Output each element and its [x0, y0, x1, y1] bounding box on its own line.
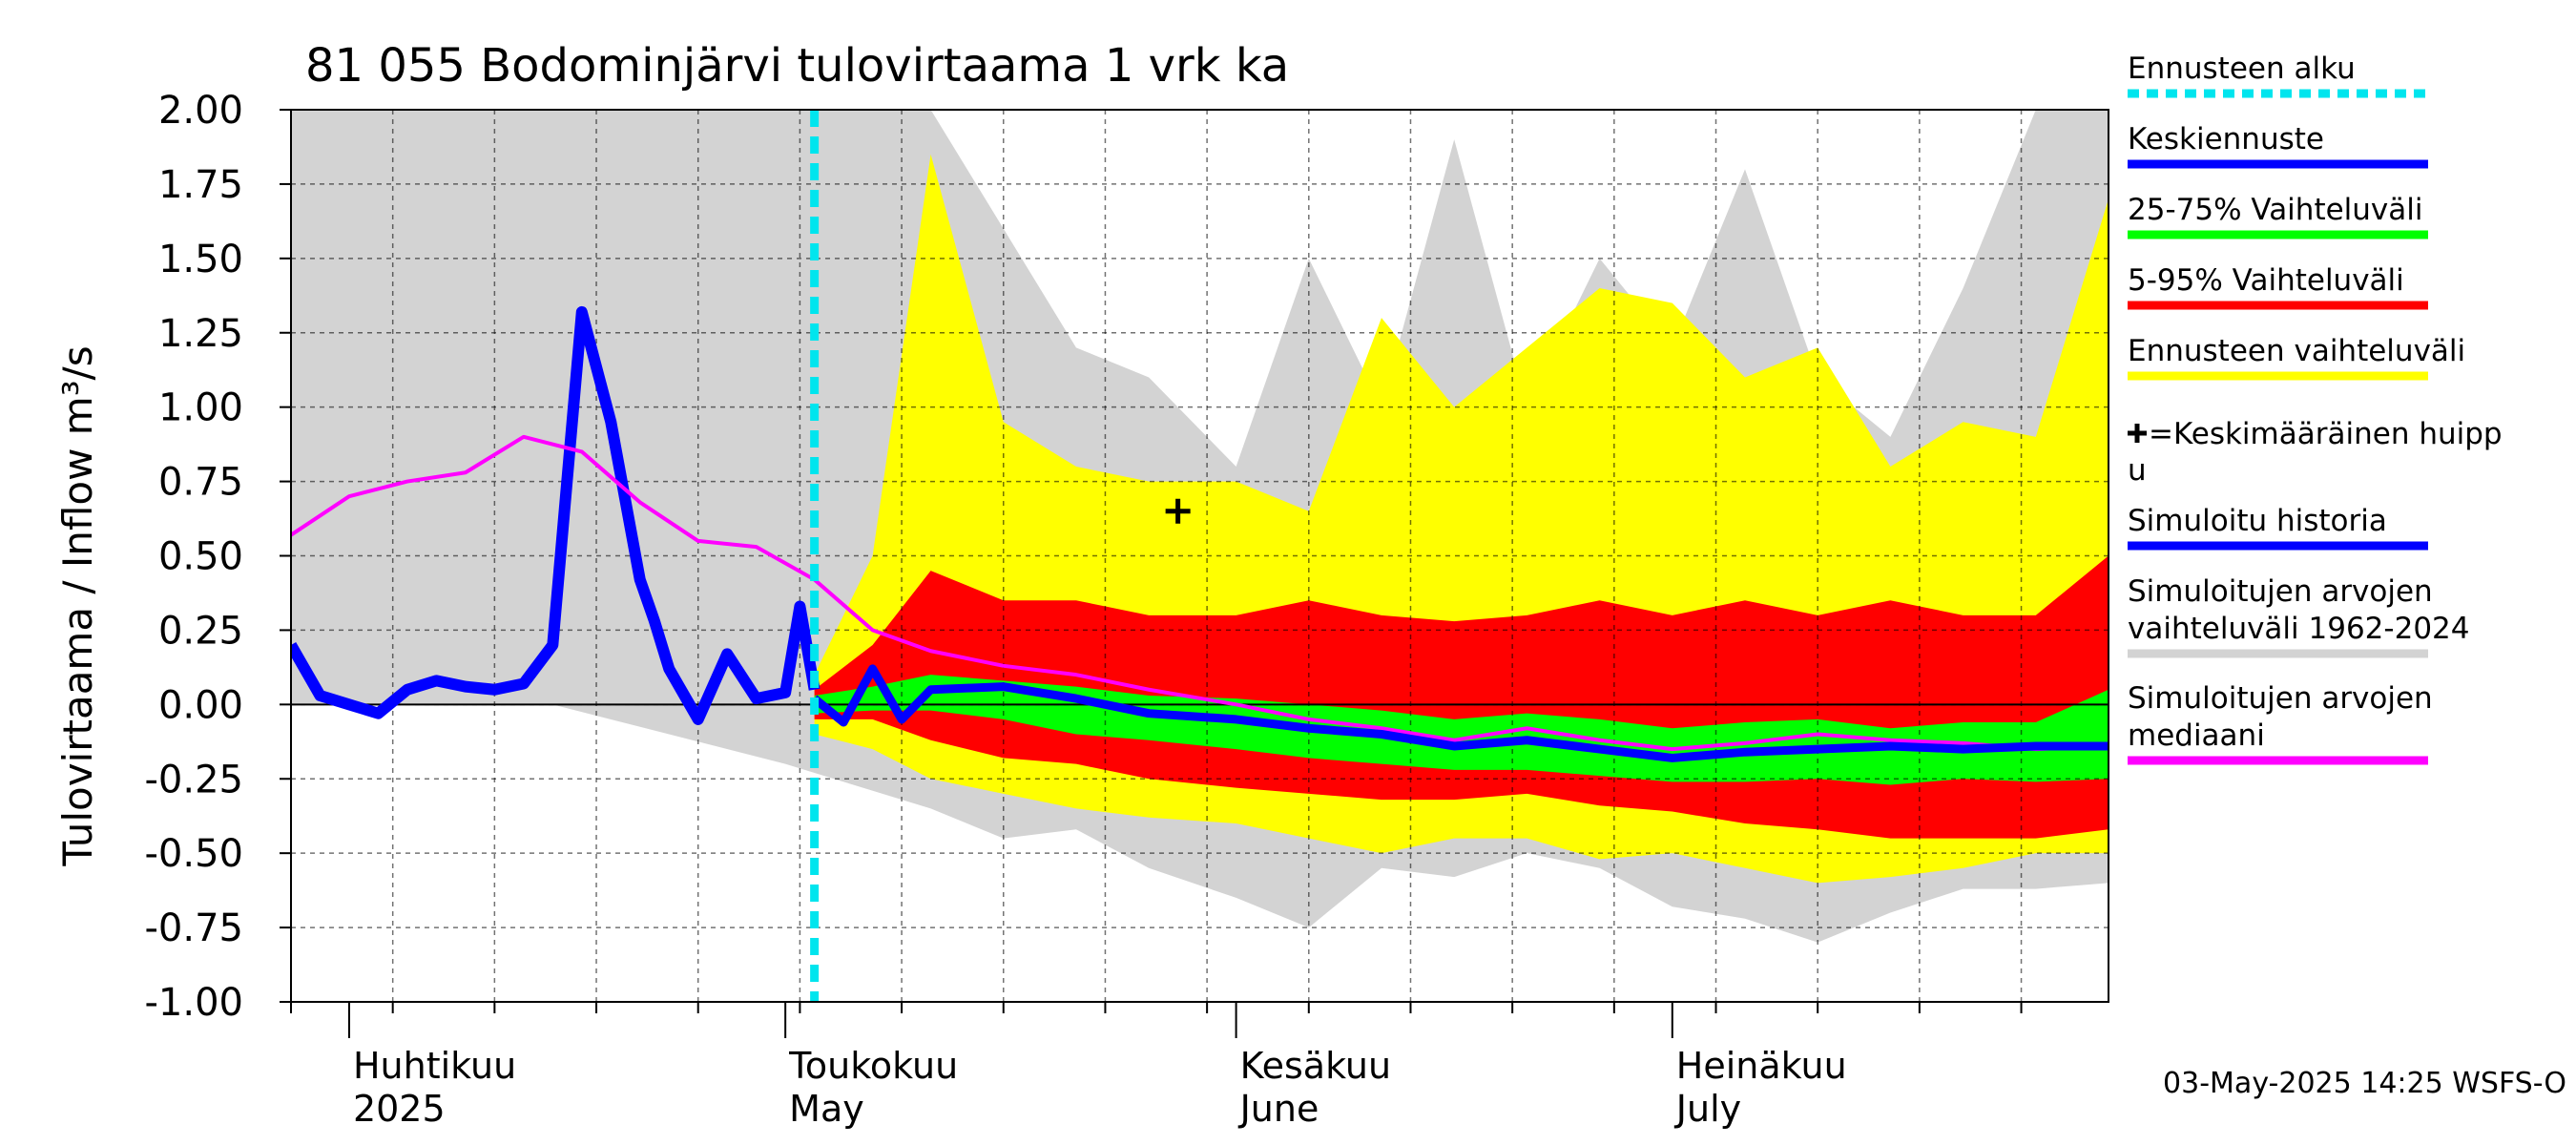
x-month-label-en: July	[1674, 1088, 1741, 1130]
y-tick-label: 1.25	[158, 312, 243, 356]
y-tick-label: -0.50	[145, 832, 244, 876]
band-3	[814, 675, 2109, 785]
legend-item-3: 5-95% Vaihteluväli	[2128, 263, 2428, 310]
legend-label: Keskiennuste	[2128, 122, 2324, 156]
y-tick-label: 0.25	[158, 609, 243, 653]
legend-label-2: vaihteluväli 1962-2024	[2128, 612, 2469, 646]
footer-timestamp: 03-May-2025 14:25 WSFS-O	[2163, 1067, 2566, 1100]
legend-label: 5-95% Vaihteluväli	[2128, 263, 2404, 298]
legend-label: Ennusteen vaihteluväli	[2128, 334, 2465, 368]
legend-label: Ennusteen alku	[2128, 52, 2356, 86]
y-tick-label: 1.75	[158, 163, 243, 207]
plot-content	[291, 110, 2109, 1002]
legend-label-2: mediaani	[2128, 718, 2265, 753]
legend: Ennusteen alku Keskiennuste 25-75% Vaihtel…	[2128, 52, 2503, 765]
legend-item-4: Ennusteen vaihteluväli	[2128, 334, 2465, 381]
x-month-label-fi: Huhtikuu	[353, 1045, 516, 1087]
chart-title: 81 055 Bodominjärvi tulovirtaama 1 vrk k…	[305, 39, 1289, 93]
x-month-label-en: June	[1238, 1088, 1319, 1130]
legend-label: Simuloitu historia	[2128, 504, 2387, 538]
plot-area	[291, 110, 2109, 1002]
y-axis-label: Tulovirtaama / Inflow m³/s	[54, 345, 101, 866]
y-tick-label: -0.75	[145, 906, 244, 950]
y-tick-label: 2.00	[158, 89, 243, 133]
y-tick-label: 0.75	[158, 461, 243, 505]
x-month-label-en: May	[789, 1088, 864, 1130]
y-tick-label: -0.25	[145, 758, 244, 802]
legend-item-6: Simuloitu historia	[2128, 504, 2428, 551]
legend-label: Simuloitujen arvojen	[2128, 681, 2433, 716]
series-line-2	[811, 664, 2109, 762]
legend-item-0: Ennusteen alku	[2128, 52, 2428, 98]
x-month-label-fi: Toukokuu	[788, 1045, 958, 1087]
legend-label: 25-75% Vaihteluväli	[2128, 193, 2423, 227]
mean-peak-marker	[1165, 498, 1191, 524]
y-tick-label: 0.50	[158, 535, 243, 579]
legend-label: Simuloitujen arvojen	[2128, 574, 2433, 609]
y-tick-label: -1.00	[145, 981, 244, 1025]
legend-item-2: 25-75% Vaihteluväli	[2128, 193, 2428, 239]
legend-label: =Keskimääräinen huipp	[2149, 417, 2503, 451]
series-line-1	[291, 434, 2109, 752]
legend-label-2: u	[2128, 453, 2147, 488]
y-tick-label: 0.00	[158, 683, 243, 727]
x-month-label-en: 2025	[353, 1088, 446, 1130]
y-tick-label: 1.50	[158, 238, 243, 281]
x-month-label-fi: Heinäkuu	[1676, 1045, 1847, 1087]
x-month-label-fi: Kesäkuu	[1240, 1045, 1392, 1087]
y-tick-label: 1.00	[158, 386, 243, 430]
legend-item-1: Keskiennuste	[2128, 122, 2428, 169]
series-line-0	[291, 305, 821, 725]
axes: -1.00 -0.75 -0.50 -0.25 0.00 0.25 0.50 0.75 1.00…	[145, 89, 2109, 1130]
